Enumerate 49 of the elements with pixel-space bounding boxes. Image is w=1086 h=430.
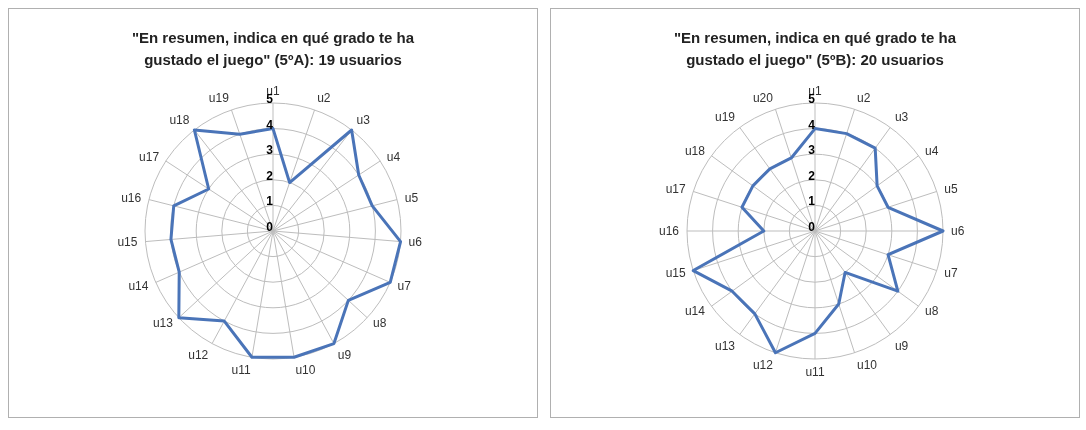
spoke-label: u16 [658,224,680,239]
y-tick-label: 4 [266,117,274,132]
spoke-label: u12 [188,348,209,363]
spoke-label: u17 [139,149,160,164]
spoke-label: u7 [397,278,412,293]
chart-title: "En resumen, indica en qué grado te ha gustado el juego" (5ºB): 20 usuarios [672,28,958,70]
spoke-label: u4 [386,149,401,164]
spoke-label: u8 [925,304,939,319]
spoke-label: u13 [152,316,174,331]
y-tick-label: 2 [808,168,816,183]
y-tick-label: 1 [808,194,816,209]
spoke-label: u7 [944,266,959,281]
spoke-label: u20 [752,90,774,105]
spoke-label: u3 [356,112,371,127]
spoke-label: u5 [404,190,419,205]
spoke-label: u13 [715,338,736,353]
spoke-label: u19 [715,109,736,124]
spoke-label: u2 [857,90,871,105]
spoke-label: u18 [684,144,706,159]
spoke-label: u10 [295,362,316,377]
spoke-label: u15 [117,235,138,250]
y-tick-label: 0 [266,220,274,234]
y-tick-label: 3 [266,143,274,158]
spoke-label: u9 [337,348,352,363]
spoke-label: u11 [805,364,825,379]
spoke-label: u2 [317,91,331,106]
spoke-label: u14 [684,304,706,319]
y-tick-label: 4 [808,117,816,132]
y-tick-label: 0 [808,220,816,234]
spoke-label: u8 [373,316,387,331]
spoke-label: u9 [894,338,909,353]
y-tick-label: 2 [266,168,274,183]
spoke-label: u6 [951,224,965,239]
spoke-label: u3 [894,109,909,124]
spoke-label: u15 [665,266,686,281]
chart-title: "En resumen, indica en qué grado te ha gustado el juego" (5ºA): 19 usuarios [130,28,416,70]
spoke-label: u18 [169,112,190,127]
spoke-label: u5 [944,182,959,197]
spoke-label: u19 [208,91,230,106]
spoke-label: u14 [128,278,149,293]
spoke-label: u10 [857,357,878,372]
spoke-label: u11 [231,362,251,377]
spoke-label: u16 [121,190,142,205]
y-tick-label: 3 [808,143,816,158]
spoke-label: u17 [665,182,686,197]
spoke-label: u12 [752,357,774,372]
spoke-label: u6 [408,235,423,250]
spoke-label: u4 [925,144,939,159]
y-tick-label: 1 [266,194,274,209]
